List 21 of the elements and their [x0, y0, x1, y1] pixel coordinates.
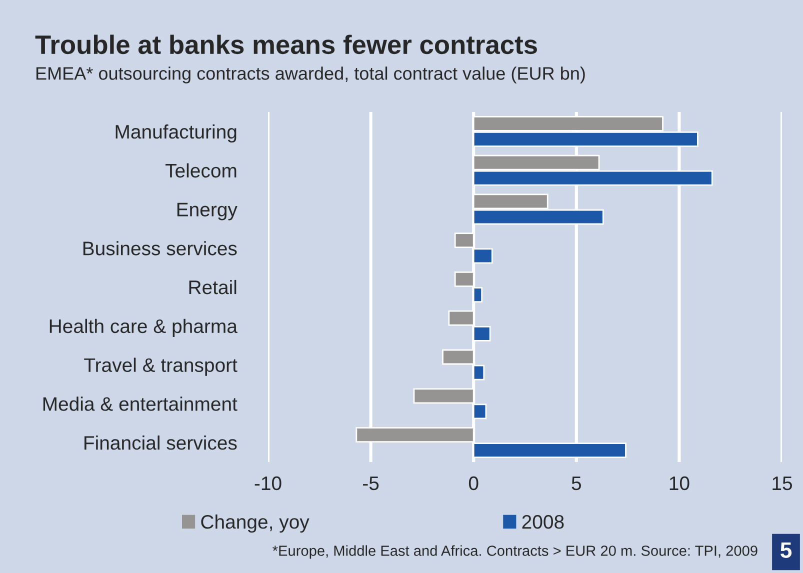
y-tick-label: Business services — [83, 241, 237, 256]
x-tick-label: 0 — [468, 476, 478, 490]
y-tick-label: Financial services — [84, 436, 237, 450]
y-tick-label: Health care & pharma — [50, 318, 238, 337]
text: 5 — [780, 542, 792, 558]
y-tick-label: Telecom — [165, 163, 236, 178]
x-tick-label: 5 — [572, 476, 581, 490]
x-tick-label: -5 — [363, 476, 379, 490]
text: *Europe, Middle East and Africa. Contracts > EUR 20 m. Source: TPI, 2009 — [272, 545, 758, 559]
y-tick-label: Energy — [177, 202, 238, 220]
chart-title: Trouble at banks means fewer contracts — [35, 34, 537, 54]
y-tick-label: Retail — [189, 280, 236, 294]
x-tick-label: 10 — [670, 476, 690, 490]
y-tick-label: Travel & transport — [84, 358, 238, 376]
x-tick-label: -10 — [254, 476, 282, 490]
legend-label: Change, yoy — [201, 514, 310, 533]
x-tick-label: 15 — [772, 476, 792, 490]
y-tick-label: Media & entertainment — [43, 396, 238, 411]
y-tick-label: Manufacturing — [116, 124, 236, 143]
chart-subtitle: EMEA* outsourcing contracts awarded, total contract value (EUR bn) — [36, 66, 585, 84]
legend-label: 2008 — [522, 515, 564, 529]
